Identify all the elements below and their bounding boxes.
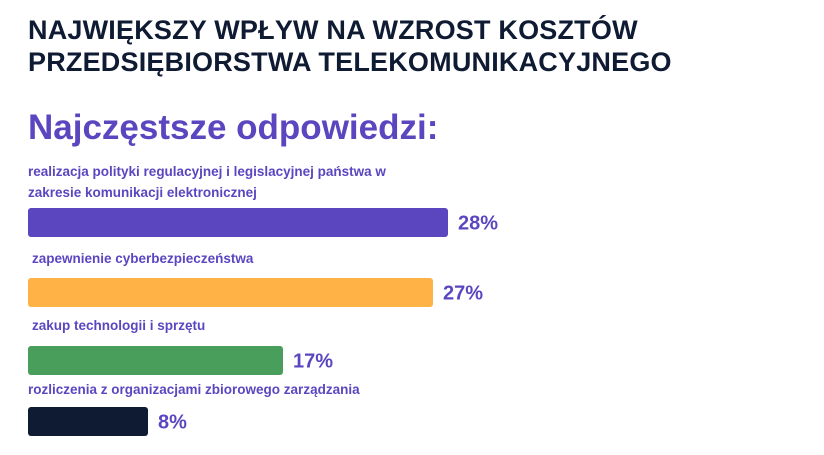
bar — [28, 407, 148, 436]
bar — [28, 278, 433, 307]
value-label: 27% — [443, 283, 483, 305]
chart-subtitle: Najczęstsze odpowiedzi: — [28, 108, 439, 147]
value-label: 8% — [158, 412, 187, 434]
category-label: zakresie komunikacji elektronicznej — [28, 185, 257, 200]
category-label: rozliczenia z organizacjami zbiorowego z… — [28, 382, 360, 397]
category-label: zakup technologii i sprzętu — [32, 318, 205, 333]
value-label: 28% — [458, 213, 498, 235]
chart-title: NAJWIĘKSZY WPŁYW NA WZROST KOSZTÓW PRZED… — [28, 15, 672, 77]
bar — [28, 346, 283, 375]
value-label: 17% — [293, 351, 333, 373]
category-label: realizacja polityki regulacyjnej i legis… — [28, 164, 386, 179]
category-label: zapewnienie cyberbezpieczeństwa — [32, 251, 254, 266]
bar — [28, 208, 448, 237]
